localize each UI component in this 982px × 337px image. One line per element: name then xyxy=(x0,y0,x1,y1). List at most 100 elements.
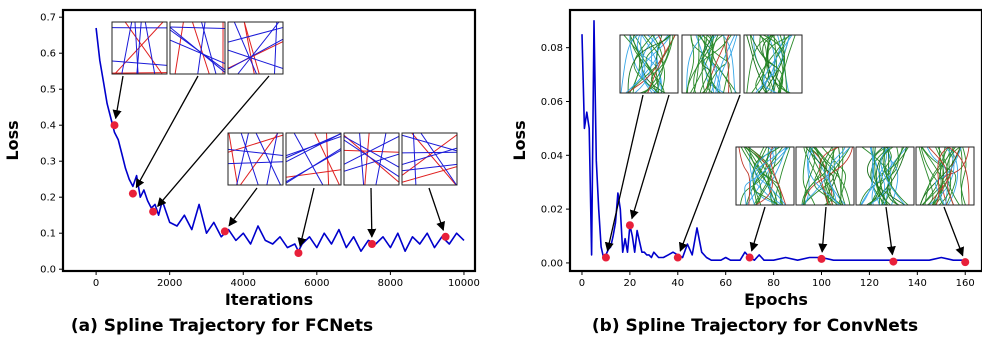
spline-inset xyxy=(401,132,458,186)
inset-lines xyxy=(918,147,970,205)
x-tick-label: 120 xyxy=(860,278,879,289)
spline-inset xyxy=(111,21,168,75)
inset-spline xyxy=(636,35,662,93)
caption-fcnets: (a) Spline Trajectory for FCNets xyxy=(71,316,373,336)
x-tick-label: 20 xyxy=(624,278,637,289)
inset-spline xyxy=(747,147,772,205)
inset-spline xyxy=(959,147,966,205)
x-tick-label: 2000 xyxy=(157,278,182,289)
inset-spline xyxy=(823,147,838,205)
spline-inset xyxy=(795,146,855,206)
y-tick-label: 0.0 xyxy=(40,265,56,276)
inset-spline xyxy=(174,22,184,74)
inset-arrow xyxy=(112,75,124,120)
trajectory-marker xyxy=(294,249,303,257)
inset-spline xyxy=(840,147,846,205)
y-tick-label: 0.04 xyxy=(541,151,563,162)
inset-lines xyxy=(228,22,283,74)
inset-spline xyxy=(801,147,822,205)
inset-border xyxy=(915,146,975,206)
y-tick-label: 0.1 xyxy=(40,229,56,240)
inset-arrow xyxy=(943,206,965,257)
inset-arrow xyxy=(678,94,741,252)
inset-spline xyxy=(701,35,706,93)
inset-spline xyxy=(721,35,736,93)
spline-inset xyxy=(743,34,803,94)
inset-lines xyxy=(228,133,283,185)
inset-spline xyxy=(228,38,283,70)
inset-spline xyxy=(803,147,828,205)
inset-arrow xyxy=(749,206,766,252)
inset-spline xyxy=(750,147,777,205)
inset-spline xyxy=(692,35,700,93)
inset-border xyxy=(795,146,855,206)
inset-spline xyxy=(726,35,730,93)
inset-lines xyxy=(686,35,738,93)
y-tick-label: 0.06 xyxy=(541,97,563,108)
inset-arrow xyxy=(228,187,258,227)
inset-spline xyxy=(228,26,283,43)
inset-spline xyxy=(266,133,278,185)
inset-spline xyxy=(197,22,206,74)
inset-spline xyxy=(716,35,738,93)
inset-lines xyxy=(620,35,676,93)
y-tick-label: 0.7 xyxy=(40,13,56,24)
trajectory-marker xyxy=(745,253,754,262)
inset-spline xyxy=(926,147,948,205)
inset-spline xyxy=(759,35,784,93)
spline-inset xyxy=(855,146,915,206)
inset-lines xyxy=(402,133,457,185)
inset-spline xyxy=(645,35,672,93)
inset-spline xyxy=(286,136,341,157)
inset-lines xyxy=(112,22,167,74)
spline-inset xyxy=(619,34,679,94)
inset-spline xyxy=(778,35,792,93)
inset-spline xyxy=(293,133,324,185)
x-tick-label: 0 xyxy=(93,278,99,289)
plot-frame xyxy=(61,8,477,273)
inset-spline xyxy=(641,35,661,93)
inset-spline xyxy=(134,22,139,74)
inset-spline xyxy=(769,35,788,93)
inset-spline xyxy=(744,147,790,205)
inset-spline xyxy=(243,22,260,74)
inset-border xyxy=(743,34,803,94)
inset-spline xyxy=(144,22,156,74)
inset-spline xyxy=(624,35,646,93)
inset-spline xyxy=(860,147,881,205)
inset-spline xyxy=(800,147,851,205)
inset-border xyxy=(227,21,284,75)
trajectory-marker xyxy=(441,232,450,241)
inset-spline xyxy=(375,133,387,185)
inset-arrow xyxy=(885,206,896,256)
inset-spline xyxy=(233,22,257,74)
inset-spline xyxy=(921,147,957,205)
inset-arrow xyxy=(428,187,445,232)
y-axis-label: Loss xyxy=(510,120,529,160)
y-tick-label: 0.4 xyxy=(40,121,56,132)
inset-spline xyxy=(121,22,133,74)
inset-spline xyxy=(924,147,946,205)
inset-spline xyxy=(813,147,839,205)
inset-spline xyxy=(286,149,341,183)
y-tick-label: 0.3 xyxy=(40,157,56,168)
inset-spline xyxy=(412,133,417,185)
inset-arrow xyxy=(157,75,270,207)
inset-spline xyxy=(773,147,791,205)
inset-spline xyxy=(402,151,457,154)
inset-spline xyxy=(170,26,225,73)
inset-spline xyxy=(344,135,399,168)
inset-spline xyxy=(882,147,909,205)
inset-spline xyxy=(935,147,950,205)
inset-spline xyxy=(870,147,905,205)
inset-spline xyxy=(239,133,279,185)
y-tick-label: 0.2 xyxy=(40,193,56,204)
inset-spline xyxy=(402,134,457,152)
x-tick-label: 100 xyxy=(812,278,831,289)
inset-border xyxy=(227,132,284,186)
spline-inset xyxy=(681,34,741,94)
x-tick-label: 8000 xyxy=(378,278,403,289)
trajectory-marker xyxy=(149,207,158,216)
inset-spline xyxy=(743,147,782,205)
inset-lines xyxy=(286,133,341,185)
